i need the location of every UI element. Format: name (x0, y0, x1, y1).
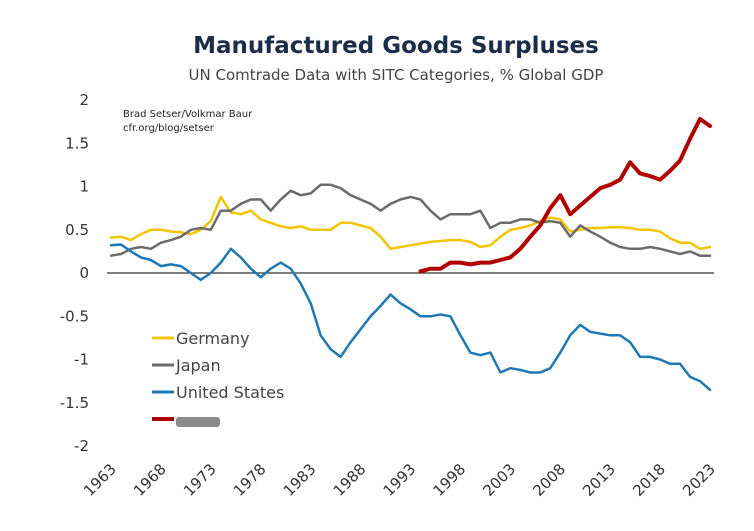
legend-label: Germany (176, 329, 250, 348)
x-axis-ticks: 1963 1968 1973 1978 1983 1988 1993 1998 2003 2008… (80, 460, 719, 500)
x-tick-label: 2018 (629, 460, 669, 500)
legend: Germany Japan United States (152, 329, 284, 427)
chart-title: Manufactured Goods Surpluses (193, 33, 599, 59)
y-tick-label: -1.5 (60, 394, 89, 412)
y-tick-label: -0.5 (60, 307, 89, 325)
legend-label: Japan (175, 356, 221, 375)
x-tick-label: 2013 (579, 460, 619, 500)
y-tick-label: -1 (74, 351, 89, 369)
x-tick-label: 1993 (380, 460, 420, 500)
y-tick-label: 2 (79, 91, 89, 109)
y-tick-label: 0 (79, 264, 89, 282)
y-axis-ticks: 2 1.5 1 0.5 0 -0.5 -1 -1.5 -2 (60, 91, 89, 455)
series-lines (109, 117, 712, 392)
credit-author: Brad Setser/Volkmar Baur (123, 109, 253, 120)
series-line-0 (109, 195, 712, 251)
x-tick-label: 1973 (180, 460, 220, 500)
x-tick-label: 1963 (80, 460, 120, 500)
x-tick-label: 1983 (280, 460, 320, 500)
credit-url: cfr.org/blog/setser (123, 123, 215, 134)
y-tick-label: -2 (74, 437, 89, 455)
y-tick-label: 0.5 (65, 221, 89, 239)
x-tick-label: 1988 (330, 460, 370, 500)
x-tick-label: 1998 (430, 460, 470, 500)
redacted-label-mark (176, 417, 220, 427)
y-tick-label: 1.5 (65, 134, 89, 152)
series-line-1 (109, 183, 712, 257)
y-tick-label: 1 (79, 178, 89, 196)
x-tick-label: 1968 (130, 460, 170, 500)
x-tick-label: 2023 (679, 460, 719, 500)
x-tick-label: 2003 (479, 460, 519, 500)
legend-label: United States (176, 383, 284, 402)
x-tick-label: 1978 (230, 460, 270, 500)
series-line-2 (109, 243, 712, 392)
series-line-3 (418, 117, 712, 274)
chart-subtitle: UN Comtrade Data with SITC Categories, %… (189, 66, 604, 84)
x-tick-label: 2008 (529, 460, 569, 500)
